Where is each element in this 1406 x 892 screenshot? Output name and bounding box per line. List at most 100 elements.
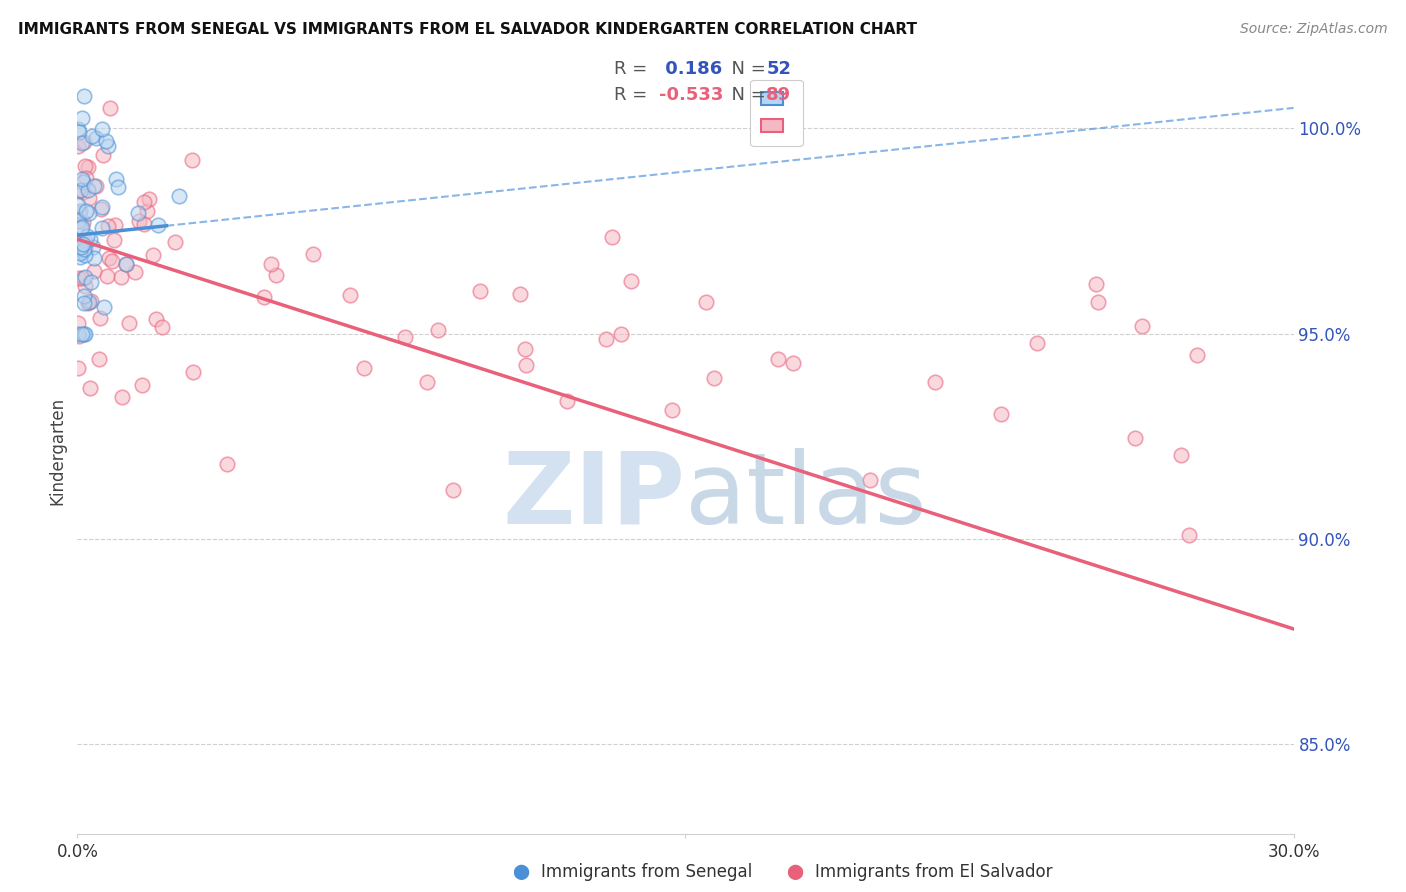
Point [782, 356, 804, 370]
Point [77, 183, 100, 197]
Point [990, 408, 1012, 422]
Point [136, 203, 159, 218]
Point [70, 136, 93, 150]
Point [96, 268, 118, 283]
Point [118, 317, 141, 331]
Point [103, 233, 125, 247]
Point [180, 153, 202, 168]
Point [73, 89, 96, 103]
Text: N =: N = [720, 60, 772, 78]
Point [97, 219, 120, 233]
Point [181, 365, 204, 379]
Point [513, 342, 536, 356]
Point [90, 221, 112, 235]
Point [114, 257, 136, 271]
Point [82, 240, 104, 254]
Point [253, 289, 276, 303]
Point [69, 183, 91, 197]
Point [69, 214, 91, 228]
Text: R =: R = [614, 60, 654, 78]
Point [924, 375, 946, 389]
Point [90, 200, 112, 214]
Point [104, 218, 127, 232]
Point [661, 403, 683, 417]
Point [150, 319, 173, 334]
Point [101, 254, 124, 268]
Point [89, 352, 111, 367]
Point [260, 257, 283, 271]
Text: ⬤: ⬤ [512, 864, 529, 880]
Point [67, 271, 90, 285]
Point [67, 329, 90, 343]
Point [595, 332, 617, 346]
Point [94, 134, 117, 148]
Point [83, 251, 105, 265]
Point [73, 296, 96, 310]
Point [66, 360, 89, 375]
Point [75, 269, 97, 284]
Point [77, 191, 100, 205]
Point [77, 206, 100, 220]
Point [72, 185, 94, 199]
Point [77, 294, 100, 309]
Point [83, 179, 105, 194]
Point [70, 326, 93, 341]
Point [72, 271, 94, 285]
Point [134, 218, 156, 232]
Point [73, 279, 96, 293]
Point [75, 203, 97, 218]
Text: ZIP: ZIP [502, 448, 686, 545]
Point [83, 264, 105, 278]
Point [72, 237, 94, 252]
Point [264, 268, 287, 282]
Point [148, 218, 170, 232]
Text: 89: 89 [766, 87, 792, 104]
Point [82, 129, 104, 144]
Point [394, 330, 416, 344]
Point [339, 288, 361, 302]
Point [115, 257, 138, 271]
Point [73, 234, 96, 248]
Text: R =: R = [614, 87, 654, 104]
Point [69, 236, 91, 251]
Text: Immigrants from Senegal: Immigrants from Senegal [541, 863, 752, 881]
Point [70, 172, 93, 186]
Point [610, 327, 633, 342]
Point [66, 316, 89, 330]
Point [703, 371, 725, 385]
Text: -0.533: -0.533 [659, 87, 724, 104]
Point [97, 251, 120, 265]
Point [695, 294, 717, 309]
Point [163, 235, 186, 249]
Point [69, 250, 91, 264]
Point [70, 239, 93, 253]
Point [84, 131, 107, 145]
Point [69, 203, 91, 218]
Point [1123, 431, 1146, 445]
Point [93, 300, 115, 314]
Point [73, 289, 96, 303]
Point [111, 390, 134, 404]
Point [73, 159, 96, 173]
Point [98, 101, 121, 115]
Text: atlas: atlas [686, 448, 927, 545]
Point [620, 274, 643, 288]
Point [217, 457, 239, 471]
Point [302, 247, 325, 261]
Point [97, 139, 120, 153]
Point [77, 160, 100, 174]
Point [89, 310, 111, 325]
Y-axis label: Kindergarten: Kindergarten [48, 396, 66, 505]
Point [1087, 294, 1109, 309]
Point [1026, 336, 1049, 351]
Point [1084, 277, 1107, 292]
Point [73, 135, 96, 149]
Point [441, 483, 464, 497]
Point [353, 360, 375, 375]
Point [72, 175, 94, 189]
Point [167, 188, 190, 202]
Point [70, 111, 93, 125]
Point [416, 375, 439, 389]
Point [79, 232, 101, 246]
Point [509, 287, 531, 301]
